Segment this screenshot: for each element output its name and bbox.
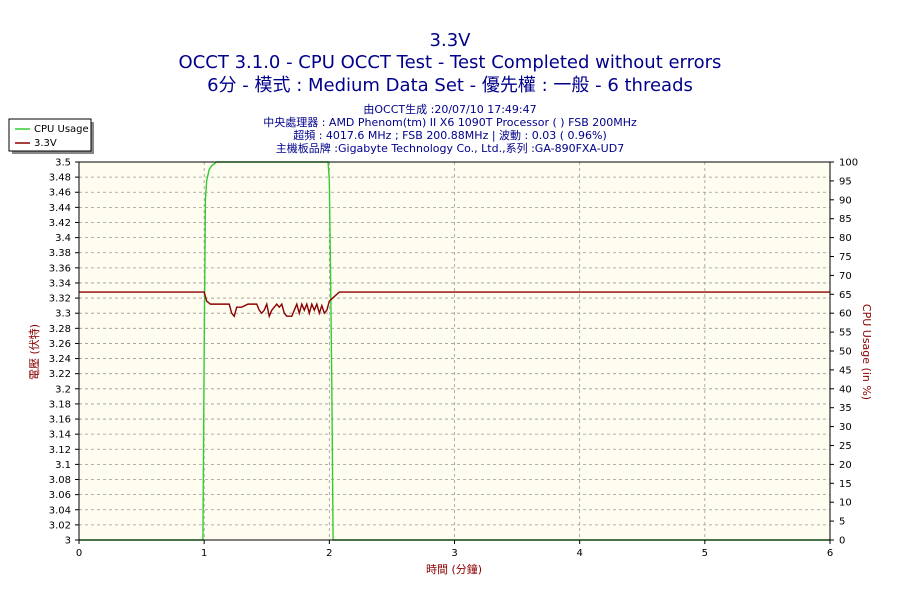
y-tick-label: 3.2 [55, 384, 71, 395]
y2-tick-label: 15 [839, 479, 852, 490]
y2-tick-label: 100 [839, 158, 858, 169]
y-tick-label: 3.18 [49, 399, 71, 410]
info-line-overclock: 超頻 : 4017.6 MHz ; FSB 200.88MHz | 波動 : 0… [293, 128, 607, 142]
series-line-3-3v [79, 291, 830, 319]
y-tick-label: 3.26 [49, 339, 71, 350]
y2-tick-label: 20 [839, 460, 852, 471]
y2-tick-label: 45 [839, 365, 852, 376]
y-tick-label: 3.5 [55, 158, 71, 169]
y2-tick-label: 95 [839, 176, 852, 187]
y-tick-label: 3.4 [55, 233, 71, 244]
y-tick-label: 3.22 [49, 369, 71, 380]
y-tick-label: 3.14 [49, 430, 71, 441]
y2-tick-label: 60 [839, 309, 852, 320]
y2-tick-label: 90 [839, 195, 852, 206]
y2-tick-label: 50 [839, 347, 852, 358]
legend-label-cpu-usage: CPU Usage [34, 124, 89, 135]
y-tick-label: 3.46 [49, 188, 71, 199]
x-tick-label: 4 [576, 548, 582, 559]
y-tick-label: 3.02 [49, 520, 71, 531]
y-tick-label: 3.44 [49, 203, 71, 214]
y-tick-label: 3.16 [49, 415, 71, 426]
y-axis-right: 0 5 10 15 20 25 30 35 40 45 50 55 60 65 70 75 80 85 90 95 10… [830, 158, 858, 547]
chart-subtitle-2: 6分 - 模式 : Medium Data Set - 優先權 : 一般 - 6… [207, 75, 693, 96]
y2-tick-label: 85 [839, 214, 852, 225]
y-tick-label: 3.38 [49, 248, 71, 259]
y2-tick-label: 10 [839, 498, 852, 509]
x-tick-label: 3 [451, 548, 457, 559]
info-line-cpu: 中央處理器 : AMD Phenom(tm) II X6 1090T Proce… [263, 115, 637, 129]
y-tick-label: 3.42 [49, 218, 71, 229]
y-tick-label: 3.32 [49, 294, 71, 305]
y2-axis-label: CPU Usage (in %) [860, 304, 873, 400]
y2-tick-label: 5 [839, 517, 845, 528]
legend-label-3v3: 3.3V [34, 138, 57, 149]
y2-tick-label: 25 [839, 441, 852, 452]
y2-tick-label: 65 [839, 290, 852, 301]
legend: CPU Usage 3.3V [8, 118, 94, 154]
y-tick-label: 3.3 [55, 309, 71, 320]
y-tick-label: 3.1 [55, 460, 71, 471]
info-line-motherboard: 主機板品牌 :Gigabyte Technology Co., Ltd.,系列 … [276, 141, 624, 155]
y-tick-label: 3.36 [49, 263, 71, 274]
x-tick-label: 2 [326, 548, 332, 559]
y-tick-label: 3.24 [49, 354, 71, 365]
y2-tick-label: 35 [839, 403, 852, 414]
x-tick-label: 5 [702, 548, 708, 559]
info-line-date: 由OCCT生成 :20/07/10 17:49:47 [363, 102, 536, 116]
legend-box [8, 118, 92, 152]
grid [79, 162, 830, 540]
y2-tick-label: 55 [839, 328, 852, 339]
x-axis: 0 1 2 3 4 5 6 [76, 540, 833, 559]
x-tick-label: 0 [76, 548, 82, 559]
y-tick-label: 3 [65, 536, 71, 547]
y-tick-label: 3.12 [49, 445, 71, 456]
y-tick-label: 3.04 [49, 505, 71, 516]
chart-title: 3.3V [430, 30, 472, 51]
x-tick-label: 6 [827, 548, 833, 559]
y-tick-label: 3.06 [49, 490, 71, 501]
y2-tick-label: 75 [839, 252, 852, 263]
x-tick-label: 1 [201, 548, 207, 559]
y2-tick-label: 70 [839, 271, 852, 282]
y2-tick-label: 80 [839, 233, 852, 244]
x-axis-label: 時間 (分鐘) [426, 562, 482, 576]
y-tick-label: 3.08 [49, 475, 71, 486]
y-tick-label: 3.28 [49, 324, 71, 335]
y-tick-label: 3.48 [49, 173, 71, 184]
y-axis-label: 電壓 (伏特) [27, 324, 41, 380]
y-tick-label: 3.34 [49, 278, 71, 289]
chart-subtitle: OCCT 3.1.0 - CPU OCCT Test - Test Comple… [179, 52, 722, 73]
y2-tick-label: 40 [839, 384, 852, 395]
y2-tick-label: 30 [839, 422, 852, 433]
y-axis-left: 3 3.02 3.04 3.06 3.08 3.1 3.12 3.14 3.16 3.18 3.2 3… [49, 158, 79, 547]
y2-tick-label: 0 [839, 536, 845, 547]
